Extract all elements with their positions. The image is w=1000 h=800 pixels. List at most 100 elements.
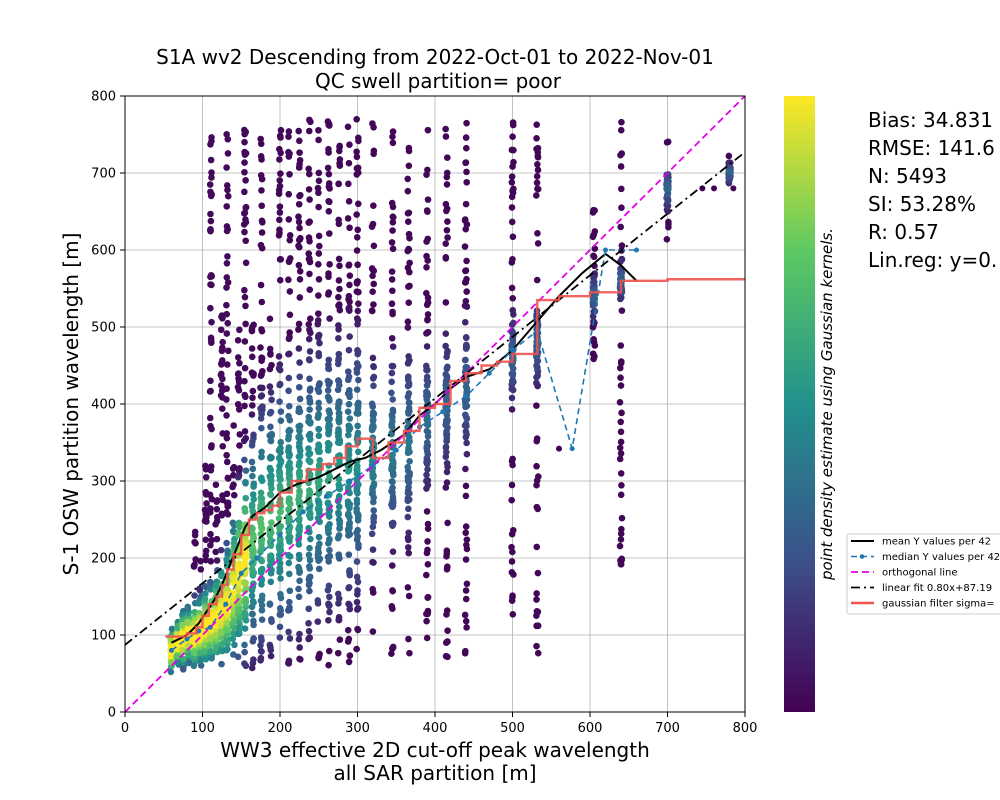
scatter-point [443, 396, 450, 404]
scatter-point [258, 371, 265, 378]
scatter-point [369, 558, 376, 566]
scatter-point [334, 386, 342, 394]
scatter-point [389, 458, 397, 465]
scatter-point [267, 437, 275, 445]
scatter-point [305, 450, 312, 458]
scatter-point [591, 207, 598, 214]
scatter-point [534, 372, 541, 379]
scatter-point [258, 354, 265, 361]
scatter-point [345, 446, 353, 454]
scatter-point [462, 465, 469, 473]
scatter-point [223, 430, 231, 437]
scatter-point [463, 439, 470, 447]
scatter-point [257, 344, 264, 351]
scatter-point [248, 353, 256, 361]
scatter-point [404, 218, 412, 226]
scatter-point [617, 560, 625, 568]
scatter-point [533, 134, 540, 142]
scatter-point [286, 236, 294, 244]
scatter-point [224, 637, 231, 645]
scatter-point [248, 326, 256, 333]
scatter-point [355, 300, 362, 308]
scatter-point [241, 293, 249, 301]
scatter-point [590, 295, 598, 303]
scatter-point [306, 348, 314, 355]
scatter-point [276, 398, 283, 406]
scatter-point [242, 434, 250, 442]
scatter-point [533, 596, 540, 603]
scatter-point [424, 561, 432, 568]
scatter-point [223, 164, 230, 171]
scatter-point [306, 399, 314, 406]
x-tick-label: 600 [578, 721, 603, 736]
scatter-point [405, 635, 412, 643]
scatter-point [217, 646, 225, 654]
scatter-point [345, 658, 353, 666]
scatter-point [306, 238, 313, 245]
scatter-point [664, 197, 672, 205]
scatter-point [389, 396, 397, 403]
scatter-point [276, 182, 284, 190]
scatter-point [617, 126, 625, 134]
scatter-point [423, 610, 430, 618]
scatter-point [218, 361, 225, 368]
scatter-point [325, 661, 332, 669]
scatter-point [249, 465, 257, 473]
scatter-point [286, 232, 294, 239]
scatter-point [533, 121, 540, 128]
scatter-point [296, 359, 303, 366]
scatter-point [388, 411, 396, 419]
scatter-point [267, 453, 274, 461]
scatter-point [326, 422, 333, 430]
scatter-point [324, 524, 332, 532]
scatter-point [207, 156, 215, 164]
scatter-point [335, 399, 343, 406]
scatter-point [508, 341, 516, 349]
scatter-point [336, 162, 344, 170]
scatter-point [326, 122, 333, 129]
scatter-point [223, 274, 231, 281]
scatter-point [277, 256, 285, 263]
scatter-point [354, 307, 362, 315]
scatter-point [241, 554, 249, 562]
scatter-point [462, 134, 470, 141]
scatter-point [224, 586, 231, 594]
scatter-point [241, 456, 248, 464]
scatter-point [190, 662, 198, 670]
scatter-point [258, 616, 266, 623]
scatter-point [296, 268, 304, 275]
scatter-point [276, 524, 283, 532]
scatter-point [370, 373, 378, 381]
scatter-point [369, 628, 377, 635]
scatter-point [424, 126, 432, 134]
scatter-point [663, 236, 671, 243]
scatter-point [229, 635, 237, 643]
scatter-point [424, 520, 432, 528]
scatter-point [241, 338, 249, 345]
scatter-point [285, 258, 293, 266]
scatter-point [508, 543, 515, 551]
scatter-point [325, 616, 332, 624]
scatter-point [295, 127, 303, 135]
scatter-point [295, 326, 302, 333]
scatter-point [509, 163, 516, 170]
scatter-point [354, 448, 362, 456]
scatter-point [258, 474, 265, 482]
scatter-point [335, 350, 343, 358]
scatter-point [616, 399, 624, 406]
scatter-point [442, 377, 450, 385]
scatter-point [354, 200, 362, 208]
scatter-point [370, 507, 378, 514]
scatter-point [242, 177, 249, 184]
scatter-point [224, 279, 232, 286]
scatter-point [223, 451, 230, 459]
scatter-point [295, 635, 303, 643]
scatter-point [191, 531, 199, 539]
scatter-point [443, 169, 451, 177]
scatter-point [223, 330, 231, 337]
scatter-point [509, 610, 517, 618]
scatter-point [267, 569, 275, 577]
scatter-point [277, 575, 284, 582]
scatter-point [191, 649, 198, 657]
